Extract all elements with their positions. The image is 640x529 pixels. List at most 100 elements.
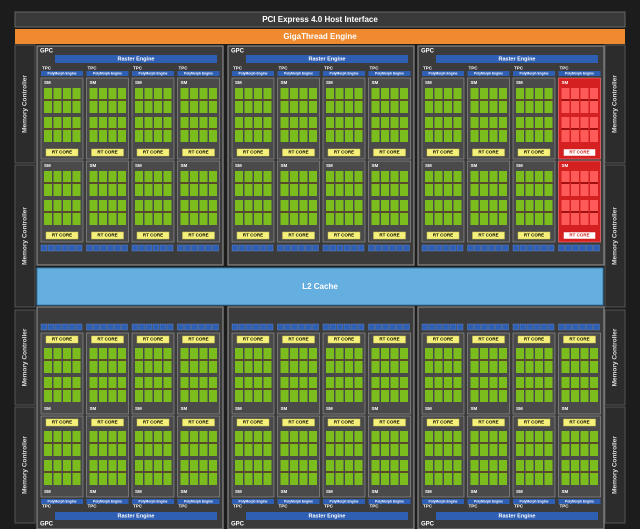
- core-stripe: [163, 99, 172, 101]
- rt-core: [373, 231, 406, 240]
- core-stripe: [489, 442, 498, 444]
- tpc-label: TPC: [233, 66, 243, 71]
- core-stripe: [381, 211, 389, 213]
- core-stripe: [144, 442, 153, 444]
- core-stripe: [335, 388, 344, 390]
- rt-core-label: RT CORE: [288, 420, 308, 425]
- sm-label: SM: [425, 80, 432, 85]
- core-stripe: [444, 388, 452, 390]
- core-stripe: [135, 442, 143, 444]
- sm-label: SM: [235, 489, 242, 494]
- core-stripe: [561, 359, 570, 361]
- core-stripe: [381, 359, 389, 361]
- core-stripe: [254, 182, 262, 184]
- tpc-label: TPC: [423, 504, 433, 509]
- rt-core-label: RT CORE: [334, 420, 354, 425]
- rt-core-label: RT CORE: [243, 337, 263, 342]
- core-stripe: [108, 359, 117, 361]
- sm-label: SM: [181, 80, 188, 85]
- memory-controller: [604, 309, 626, 406]
- rt-core: [182, 231, 215, 240]
- rt-core-label: RT CORE: [433, 233, 453, 238]
- core-stripe: [108, 388, 117, 390]
- polymorph-engine: [41, 71, 83, 76]
- core-stripe: [309, 128, 317, 130]
- core-stripe: [209, 99, 217, 101]
- rt-core: [426, 148, 460, 157]
- core-stripe: [89, 211, 98, 213]
- rt-core: [472, 148, 505, 157]
- texture-unit: [558, 323, 565, 331]
- core-stripe: [590, 182, 598, 184]
- rt-core-label: RT CORE: [433, 337, 453, 342]
- core-stripe: [345, 182, 353, 184]
- polymorph-engine-label: PolyMorph Engine: [565, 71, 594, 75]
- core-stripe: [72, 182, 81, 184]
- core-stripe: [63, 359, 71, 361]
- core-stripe: [335, 99, 344, 101]
- core-stripe: [180, 128, 189, 130]
- raster-engine-label: Raster Engine: [309, 56, 346, 62]
- core-stripe: [400, 388, 408, 390]
- sm-label: SM: [562, 80, 569, 85]
- core-stripe: [489, 128, 498, 130]
- core-stripe: [72, 359, 81, 361]
- core-stripe: [299, 99, 308, 101]
- sm-label: SM: [471, 406, 478, 411]
- core-stripe: [144, 182, 153, 184]
- core-stripe: [590, 99, 598, 101]
- rt-core: [472, 231, 505, 240]
- core-stripe: [434, 442, 443, 444]
- texture-unit: [284, 244, 291, 252]
- tpc-label: TPC: [88, 66, 98, 71]
- core-stripe: [89, 182, 98, 184]
- polymorph-engine: [513, 499, 555, 504]
- rt-core: [517, 231, 551, 240]
- tpc-label: TPC: [324, 504, 334, 509]
- rt-core-label: RT CORE: [569, 337, 589, 342]
- core-stripe: [199, 388, 208, 390]
- raster-engine: [246, 55, 408, 63]
- core-stripe: [135, 359, 143, 361]
- sm-label: SM: [281, 489, 288, 494]
- core-stripe: [470, 388, 479, 390]
- core-stripe: [425, 359, 433, 361]
- texture-unit: [107, 244, 114, 252]
- core-stripe: [425, 388, 433, 390]
- polymorph-engine: [86, 71, 129, 76]
- core-stripe: [480, 442, 488, 444]
- core-stripe: [99, 182, 107, 184]
- core-stripe: [381, 442, 389, 444]
- core-stripe: [180, 99, 189, 101]
- rt-core: [563, 335, 596, 344]
- sm-label: SM: [372, 406, 379, 411]
- sm-label: SM: [562, 163, 569, 168]
- core-stripe: [571, 442, 579, 444]
- core-stripe: [89, 359, 98, 361]
- core-stripe: [434, 128, 443, 130]
- core-stripe: [63, 471, 71, 473]
- sm-label: SM: [90, 163, 97, 168]
- tpc-label: TPC: [514, 66, 524, 71]
- texture-unit: [305, 244, 312, 252]
- core-stripe: [72, 211, 81, 213]
- core-stripe: [371, 442, 380, 444]
- rt-core: [327, 148, 361, 157]
- sm-label: SM: [372, 489, 379, 494]
- core-stripe: [180, 388, 189, 390]
- texture-unit: [245, 323, 253, 331]
- texture-unit: [481, 244, 488, 252]
- texture-unit: [357, 244, 365, 252]
- texture-unit: [396, 323, 403, 331]
- polymorph-engine: [86, 499, 129, 504]
- sm-label: SM: [44, 489, 51, 494]
- core-stripe: [280, 359, 289, 361]
- core-stripe: [290, 442, 298, 444]
- core-stripe: [535, 182, 543, 184]
- core-stripe: [516, 471, 524, 473]
- core-stripe: [53, 359, 62, 361]
- texture-unit: [375, 244, 382, 252]
- polymorph-engine-label: PolyMorph Engine: [139, 71, 168, 75]
- sm-label: SM: [562, 406, 569, 411]
- core-stripe: [144, 99, 153, 101]
